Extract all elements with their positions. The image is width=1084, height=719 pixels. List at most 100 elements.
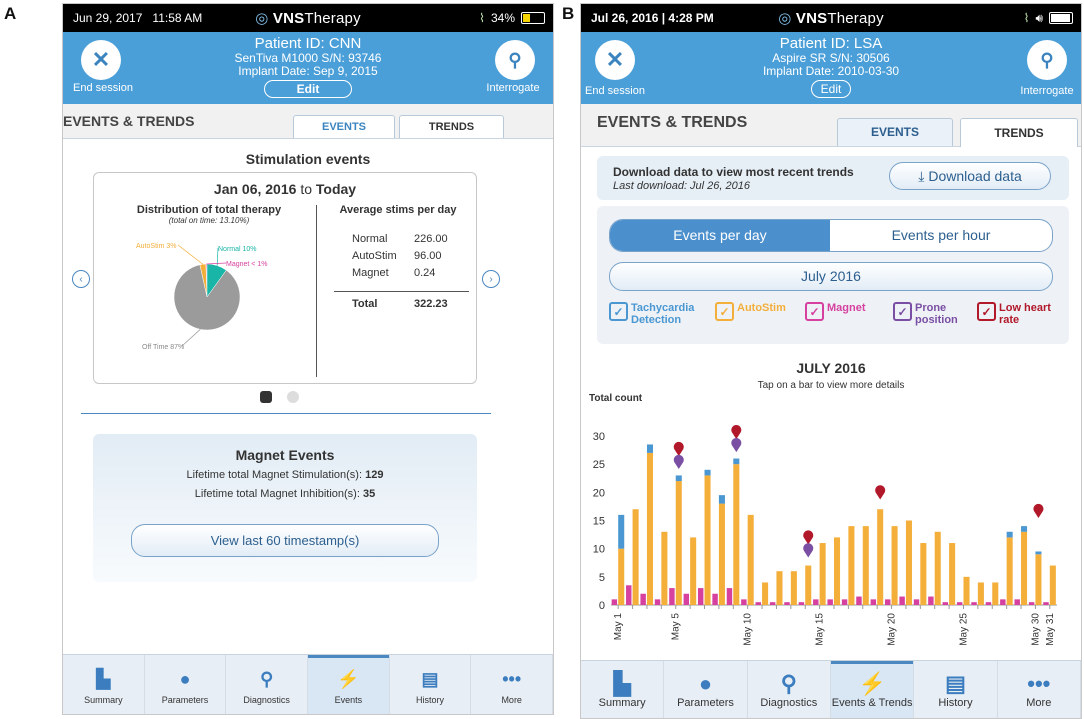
bar-autostim[interactable]: [905, 520, 912, 606]
events-per-day-segment[interactable]: Events per day: [610, 220, 830, 251]
low-heart-rate-marker[interactable]: [731, 425, 742, 440]
filter-checkbox[interactable]: ✓ Low heart rate: [977, 302, 1067, 326]
bar-magnet[interactable]: [611, 599, 618, 605]
next-arrow-button[interactable]: ›: [482, 270, 500, 288]
bar-magnet[interactable]: [841, 599, 848, 605]
bar-magnet[interactable]: [640, 593, 646, 605]
bar-magnet[interactable]: [971, 602, 977, 605]
bar-magnet[interactable]: [1014, 599, 1020, 605]
bar-magnet[interactable]: [827, 599, 833, 605]
nav-item-more[interactable]: ••• More: [471, 655, 553, 714]
bar-tachycardia[interactable]: [618, 514, 625, 549]
prone-position-marker[interactable]: [731, 437, 742, 453]
nav-item-parameters[interactable]: ● Parameters: [145, 655, 227, 714]
bar-autostim[interactable]: [920, 543, 927, 605]
bar-magnet[interactable]: [913, 599, 920, 605]
low-heart-rate-marker[interactable]: [673, 441, 684, 457]
bar-tachycardia[interactable]: [1035, 551, 1042, 555]
low-heart-rate-marker[interactable]: [875, 485, 886, 500]
bar-magnet[interactable]: [1000, 599, 1006, 605]
bar-magnet[interactable]: [856, 596, 862, 605]
bar-tachycardia[interactable]: [733, 458, 740, 465]
bar-magnet[interactable]: [928, 596, 934, 605]
download-data-button[interactable]: ⤓ Download data: [889, 162, 1051, 190]
low-heart-rate-marker[interactable]: [803, 530, 814, 545]
bar-autostim[interactable]: [632, 509, 639, 605]
bar-magnet[interactable]: [899, 596, 905, 605]
bar-autostim[interactable]: [934, 531, 941, 605]
bar-magnet[interactable]: [697, 588, 704, 605]
bar-autostim[interactable]: [661, 531, 668, 605]
bar-magnet[interactable]: [1043, 602, 1049, 605]
bar-autostim[interactable]: [848, 526, 855, 605]
bar-autostim[interactable]: [646, 452, 654, 605]
bar-tachycardia[interactable]: [718, 495, 725, 504]
bar-autostim[interactable]: [992, 582, 999, 605]
tab-trends[interactable]: TRENDS: [399, 115, 504, 138]
bar-autostim[interactable]: [834, 537, 841, 605]
bar-tachycardia[interactable]: [675, 475, 682, 482]
nav-item-parameters[interactable]: ● Parameters: [664, 661, 748, 718]
bar-autostim[interactable]: [977, 582, 984, 605]
month-selector-button[interactable]: July 2016: [609, 262, 1053, 291]
bar-autostim[interactable]: [819, 543, 826, 605]
nav-item-events-trends[interactable]: ⚡ Events & Trends: [830, 661, 915, 718]
interrogate-button[interactable]: ⚲: [1027, 40, 1067, 80]
bar-autostim[interactable]: [790, 571, 797, 605]
bar-magnet[interactable]: [741, 599, 747, 605]
bar-magnet[interactable]: [755, 602, 761, 605]
bar-magnet[interactable]: [813, 599, 819, 605]
bar-autostim[interactable]: [877, 509, 884, 605]
end-session-button[interactable]: ✕: [81, 40, 121, 80]
nav-item-more[interactable]: ••• More: [998, 661, 1081, 718]
bar-magnet[interactable]: [784, 602, 790, 605]
bar-autostim[interactable]: [690, 537, 697, 605]
nav-item-summary[interactable]: ▙ Summary: [581, 661, 665, 718]
bar-magnet[interactable]: [956, 602, 963, 605]
bar-autostim[interactable]: [718, 503, 725, 605]
bar-autostim[interactable]: [762, 582, 769, 605]
filter-checkbox[interactable]: ✓ Prone position: [893, 302, 983, 326]
bar-autostim[interactable]: [776, 571, 783, 605]
tab-trends[interactable]: TRENDS: [960, 118, 1078, 147]
bar-autostim[interactable]: [862, 526, 869, 605]
bar-tachycardia[interactable]: [1006, 531, 1013, 538]
page-dot[interactable]: [287, 391, 299, 403]
edit-button[interactable]: Edit: [264, 80, 352, 98]
bar-magnet[interactable]: [683, 593, 690, 605]
bar-magnet[interactable]: [654, 599, 661, 605]
edit-button[interactable]: Edit: [811, 80, 851, 98]
interrogate-button[interactable]: ⚲: [495, 40, 535, 80]
bar-autostim[interactable]: [1035, 554, 1042, 605]
nav-item-diagnostics[interactable]: ⚲ Diagnostics: [748, 661, 831, 718]
low-heart-rate-marker[interactable]: [1033, 503, 1044, 519]
tab-events[interactable]: EVENTS: [293, 115, 395, 138]
bar-autostim[interactable]: [1049, 565, 1056, 605]
bar-autostim[interactable]: [733, 464, 740, 605]
bar-magnet[interactable]: [985, 602, 992, 605]
bar-tachycardia[interactable]: [1021, 526, 1028, 532]
bar-magnet[interactable]: [669, 588, 675, 605]
filter-checkbox[interactable]: ✓ Tachycardia Detection: [609, 302, 709, 326]
filter-checkbox[interactable]: ✓ AutoStim: [715, 302, 805, 321]
bar-autostim[interactable]: [675, 481, 682, 605]
bar-magnet[interactable]: [1028, 602, 1035, 605]
bar-magnet[interactable]: [798, 602, 805, 605]
bar-autostim[interactable]: [1006, 537, 1013, 605]
bar-autostim[interactable]: [618, 548, 625, 605]
bar-magnet[interactable]: [726, 588, 733, 605]
view-timestamps-button[interactable]: View last 60 timestamp(s): [131, 524, 439, 557]
nav-item-history[interactable]: ▤ History: [914, 661, 998, 718]
bar-magnet[interactable]: [942, 602, 948, 605]
bar-autostim[interactable]: [891, 526, 898, 605]
prone-position-marker[interactable]: [673, 454, 684, 470]
tab-events[interactable]: EVENTS: [837, 118, 953, 146]
nav-item-diagnostics[interactable]: ⚲ Diagnostics: [226, 655, 309, 714]
page-dot-active[interactable]: [260, 391, 272, 403]
bar-autostim[interactable]: [747, 514, 754, 605]
filter-checkbox[interactable]: ✓ Magnet: [805, 302, 895, 321]
nav-item-events[interactable]: ⚡ Events: [308, 655, 390, 714]
nav-item-history[interactable]: ▤ History: [390, 655, 472, 714]
end-session-button[interactable]: ✕: [595, 40, 635, 80]
bar-magnet[interactable]: [769, 602, 776, 605]
